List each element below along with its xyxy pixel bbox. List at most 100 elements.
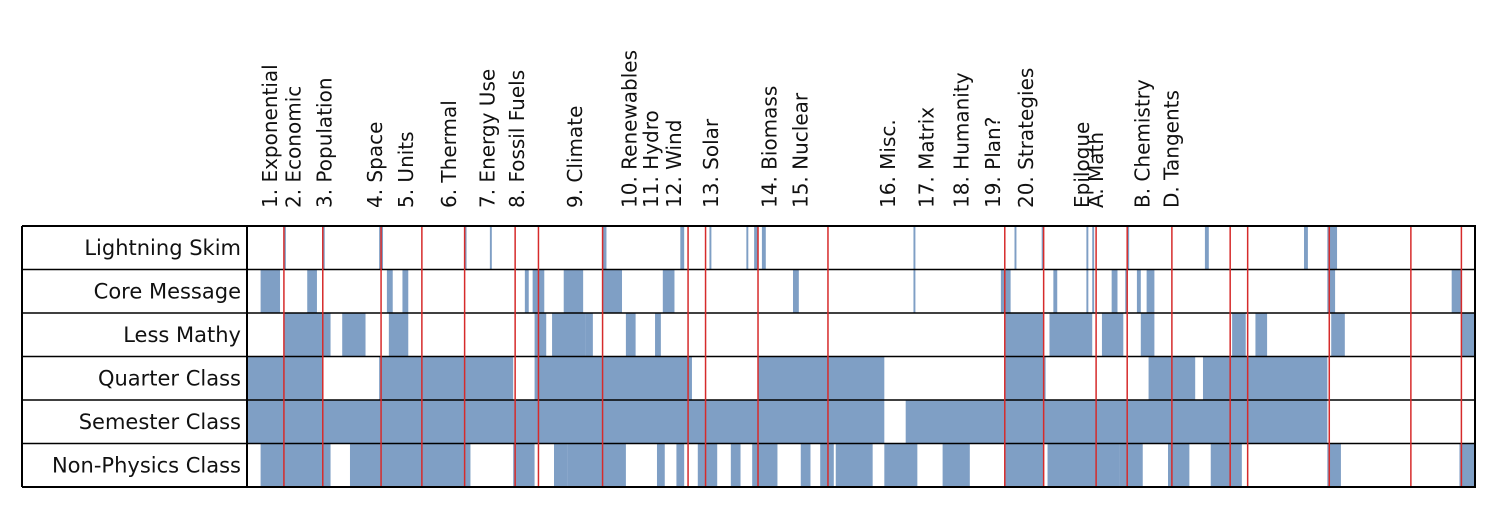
coverage-fill [421, 443, 471, 487]
coverage-fill [1210, 443, 1242, 487]
coverage-fill [761, 226, 766, 270]
coverage-fill [513, 443, 535, 487]
coverage-fill [247, 356, 323, 400]
coverage-fill [1255, 313, 1268, 357]
coverage-fill [1086, 226, 1089, 270]
coverage-fill [1327, 443, 1341, 487]
coverage-fill [1041, 226, 1044, 270]
coverage-fill [554, 443, 568, 487]
coverage-fill [1327, 269, 1336, 313]
row-label: Quarter Class [98, 366, 241, 390]
coverage-fill [1119, 443, 1143, 487]
row-label: Semester Class [79, 410, 241, 434]
coverage-fill [534, 313, 547, 357]
coverage-fill [349, 443, 422, 487]
coverage-fill [283, 443, 323, 487]
chapter-label: 15. Nuclear [788, 92, 812, 208]
coverage-fill [1092, 226, 1095, 270]
coverage-fill [1451, 269, 1462, 313]
coverage-fill [379, 226, 382, 270]
chapter-label: 4. Space [363, 122, 387, 208]
coverage-fill [625, 313, 636, 357]
coverage-fill [758, 356, 885, 400]
chapter-label: 19. Plan? [981, 117, 1005, 208]
coverage-fill [602, 269, 623, 313]
coverage-fill [884, 443, 918, 487]
coverage-fill [709, 226, 712, 270]
coverage-fill [1086, 269, 1089, 313]
coverage-fill [1004, 443, 1044, 487]
coverage-fill [1004, 313, 1044, 357]
coverage-fill [1014, 226, 1017, 270]
chapter-label: 7. Energy Use [476, 69, 500, 208]
coverage-fill [792, 269, 799, 313]
coverage-fill [680, 226, 685, 270]
grid-border [246, 225, 1476, 488]
coverage-fill [746, 226, 749, 270]
row-label: Non-Physics Class [52, 453, 241, 477]
coverage-fill [1111, 269, 1118, 313]
coverage-fill [905, 400, 1328, 444]
coverage-fill [489, 226, 492, 270]
coverage-fill [283, 226, 286, 270]
coverage-fills [247, 226, 1475, 487]
coverage-fill [913, 226, 916, 270]
coverage-fill [322, 443, 331, 487]
row-separators [247, 268, 1475, 445]
coverage-fill [1047, 443, 1120, 487]
chapter-label: 5. Units [394, 131, 418, 208]
chapter-label: Epilogue [1070, 122, 1094, 208]
row-labels: Lightning Skim Core Message Less Mathy Quar… [21, 225, 247, 488]
coverage-fill [585, 313, 593, 357]
chapter-label: 20. Strategies [1014, 68, 1038, 208]
coverage-fill [676, 443, 685, 487]
coverage-fill [307, 269, 317, 313]
chapter-label: 2. Economic [281, 86, 305, 208]
coverage-fill [1004, 356, 1044, 400]
coverage-fill [283, 313, 323, 357]
coverage-fill [1327, 226, 1338, 270]
coverage-fill [388, 313, 409, 357]
coverage-fill [524, 269, 529, 313]
coverage-fill [1202, 356, 1328, 400]
chapter-label: 3. Population [312, 77, 336, 208]
chapter-label: 9. Climate [563, 106, 587, 208]
coverage-fill [1125, 269, 1128, 313]
coverage-fill [1000, 269, 1011, 313]
coverage-fill [1146, 269, 1155, 313]
coverage-fill [322, 313, 331, 357]
chapter-label: 6. Thermal [437, 100, 461, 208]
chapter-label: 17. Matrix [915, 107, 939, 208]
coverage-fill [1304, 226, 1308, 270]
coverage-fill [247, 400, 885, 444]
coverage-fill [1049, 313, 1093, 357]
chapter-label: 14. Biomass [757, 86, 781, 208]
coverage-fill [1140, 313, 1155, 357]
coverage-fill [534, 356, 692, 400]
coverage-fill [656, 443, 665, 487]
coverage-fill [1101, 313, 1124, 357]
coverage-fill [1127, 226, 1130, 270]
coverage-fill [379, 356, 514, 400]
coverage-fill [1136, 269, 1141, 313]
chapter-label: 8. Fossil Fuels [505, 70, 529, 208]
chapter-label: 16. Misc. [876, 119, 900, 208]
coverage-fill [1204, 226, 1209, 270]
coverage-fill [563, 269, 584, 313]
chapter-label: B. Chemistry [1130, 79, 1154, 208]
coverage-fill [552, 313, 586, 357]
chapter-label: 18. Humanity [950, 72, 974, 208]
coverage-fill [835, 443, 873, 487]
chapter-dividers [283, 226, 1463, 487]
coverage-fill [322, 226, 325, 270]
chapter-label: 12. Wind [662, 120, 686, 208]
coverage-fill [800, 443, 811, 487]
chapter-label: 10. Renewables [617, 50, 641, 208]
coverage-fill [655, 313, 661, 357]
coverage-fill [602, 226, 607, 270]
coverage-fill [942, 443, 970, 487]
coverage-fill [342, 313, 366, 357]
coverage-fill [913, 269, 916, 313]
chapter-label: A. Math [1084, 132, 1108, 208]
